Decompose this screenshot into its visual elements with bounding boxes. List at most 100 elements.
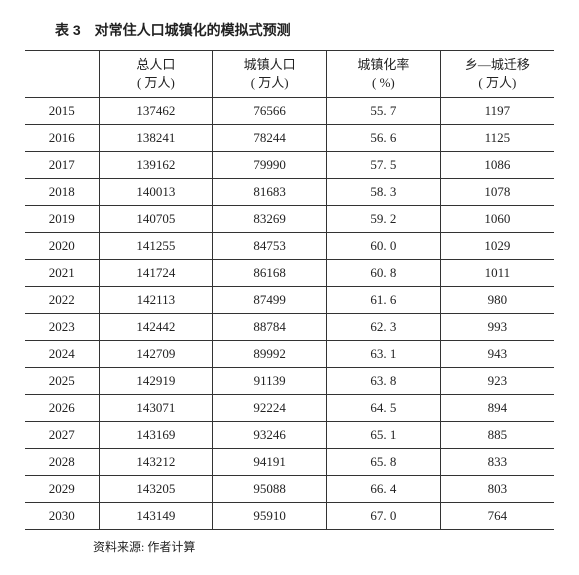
cell-total: 138241: [99, 125, 213, 152]
cell-total: 143071: [99, 395, 213, 422]
cell-rate: 60. 0: [327, 233, 441, 260]
table-row: 20241427098999263. 1943: [25, 341, 554, 368]
cell-year: 2023: [25, 314, 99, 341]
cell-urban: 93246: [213, 422, 327, 449]
cell-total: 140013: [99, 179, 213, 206]
table-row: 20181400138168358. 31078: [25, 179, 554, 206]
cell-urban: 86168: [213, 260, 327, 287]
cell-mig: 993: [440, 314, 554, 341]
cell-total: 142709: [99, 341, 213, 368]
table-body: 20151374627656655. 711972016138241782445…: [25, 98, 554, 530]
cell-total: 143169: [99, 422, 213, 449]
table-row: 20261430719222464. 5894: [25, 395, 554, 422]
table-row: 20301431499591067. 0764: [25, 503, 554, 530]
cell-year: 2024: [25, 341, 99, 368]
table-row: 20191407058326959. 21060: [25, 206, 554, 233]
cell-urban: 92224: [213, 395, 327, 422]
cell-year: 2017: [25, 152, 99, 179]
cell-urban: 78244: [213, 125, 327, 152]
table-title: 表 3 对常住人口城镇化的模拟式预测: [25, 20, 554, 40]
cell-total: 142442: [99, 314, 213, 341]
cell-rate: 62. 3: [327, 314, 441, 341]
cell-total: 137462: [99, 98, 213, 125]
table-header: 总人口( 万人) 城镇人口( 万人) 城镇化率( %) 乡—城迁移( 万人): [25, 51, 554, 98]
cell-rate: 65. 8: [327, 449, 441, 476]
cell-urban: 91139: [213, 368, 327, 395]
cell-year: 2018: [25, 179, 99, 206]
table-row: 20151374627656655. 71197: [25, 98, 554, 125]
cell-urban: 94191: [213, 449, 327, 476]
cell-mig: 1029: [440, 233, 554, 260]
cell-year: 2022: [25, 287, 99, 314]
cell-rate: 63. 8: [327, 368, 441, 395]
cell-year: 2027: [25, 422, 99, 449]
cell-rate: 58. 3: [327, 179, 441, 206]
table-row: 20231424428878462. 3993: [25, 314, 554, 341]
col-urban: 城镇人口( 万人): [213, 51, 327, 98]
cell-year: 2019: [25, 206, 99, 233]
cell-urban: 76566: [213, 98, 327, 125]
col-rate: 城镇化率( %): [327, 51, 441, 98]
cell-total: 140705: [99, 206, 213, 233]
table-source: 资料来源: 作者计算: [25, 538, 554, 555]
cell-total: 142919: [99, 368, 213, 395]
cell-mig: 980: [440, 287, 554, 314]
table-row: 20281432129419165. 8833: [25, 449, 554, 476]
cell-rate: 64. 5: [327, 395, 441, 422]
cell-rate: 67. 0: [327, 503, 441, 530]
cell-urban: 95910: [213, 503, 327, 530]
cell-urban: 89992: [213, 341, 327, 368]
cell-total: 143205: [99, 476, 213, 503]
cell-mig: 894: [440, 395, 554, 422]
cell-total: 141724: [99, 260, 213, 287]
cell-year: 2020: [25, 233, 99, 260]
cell-mig: 1086: [440, 152, 554, 179]
cell-rate: 56. 6: [327, 125, 441, 152]
cell-urban: 81683: [213, 179, 327, 206]
cell-mig: 1197: [440, 98, 554, 125]
cell-year: 2030: [25, 503, 99, 530]
cell-mig: 1125: [440, 125, 554, 152]
cell-urban: 79990: [213, 152, 327, 179]
cell-rate: 63. 1: [327, 341, 441, 368]
cell-mig: 943: [440, 341, 554, 368]
col-total: 总人口( 万人): [99, 51, 213, 98]
cell-year: 2021: [25, 260, 99, 287]
table-row: 20201412558475360. 01029: [25, 233, 554, 260]
cell-mig: 1011: [440, 260, 554, 287]
table-row: 20221421138749961. 6980: [25, 287, 554, 314]
urbanization-projection-table: 总人口( 万人) 城镇人口( 万人) 城镇化率( %) 乡—城迁移( 万人) 2…: [25, 50, 554, 530]
cell-year: 2029: [25, 476, 99, 503]
cell-year: 2026: [25, 395, 99, 422]
cell-urban: 87499: [213, 287, 327, 314]
table-row: 20291432059508866. 4803: [25, 476, 554, 503]
cell-year: 2028: [25, 449, 99, 476]
cell-total: 143212: [99, 449, 213, 476]
cell-rate: 65. 1: [327, 422, 441, 449]
cell-mig: 885: [440, 422, 554, 449]
cell-urban: 84753: [213, 233, 327, 260]
col-year: [25, 51, 99, 98]
cell-mig: 764: [440, 503, 554, 530]
table-row: 20161382417824456. 61125: [25, 125, 554, 152]
cell-mig: 833: [440, 449, 554, 476]
cell-urban: 83269: [213, 206, 327, 233]
cell-rate: 66. 4: [327, 476, 441, 503]
table-row: 20211417248616860. 81011: [25, 260, 554, 287]
table-row: 20171391627999057. 51086: [25, 152, 554, 179]
cell-total: 139162: [99, 152, 213, 179]
cell-rate: 59. 2: [327, 206, 441, 233]
cell-total: 143149: [99, 503, 213, 530]
cell-mig: 1060: [440, 206, 554, 233]
col-mig: 乡—城迁移( 万人): [440, 51, 554, 98]
cell-rate: 57. 5: [327, 152, 441, 179]
cell-urban: 88784: [213, 314, 327, 341]
cell-mig: 803: [440, 476, 554, 503]
cell-rate: 61. 6: [327, 287, 441, 314]
table-row: 20251429199113963. 8923: [25, 368, 554, 395]
cell-mig: 923: [440, 368, 554, 395]
table-row: 20271431699324665. 1885: [25, 422, 554, 449]
cell-year: 2025: [25, 368, 99, 395]
cell-total: 142113: [99, 287, 213, 314]
cell-year: 2016: [25, 125, 99, 152]
